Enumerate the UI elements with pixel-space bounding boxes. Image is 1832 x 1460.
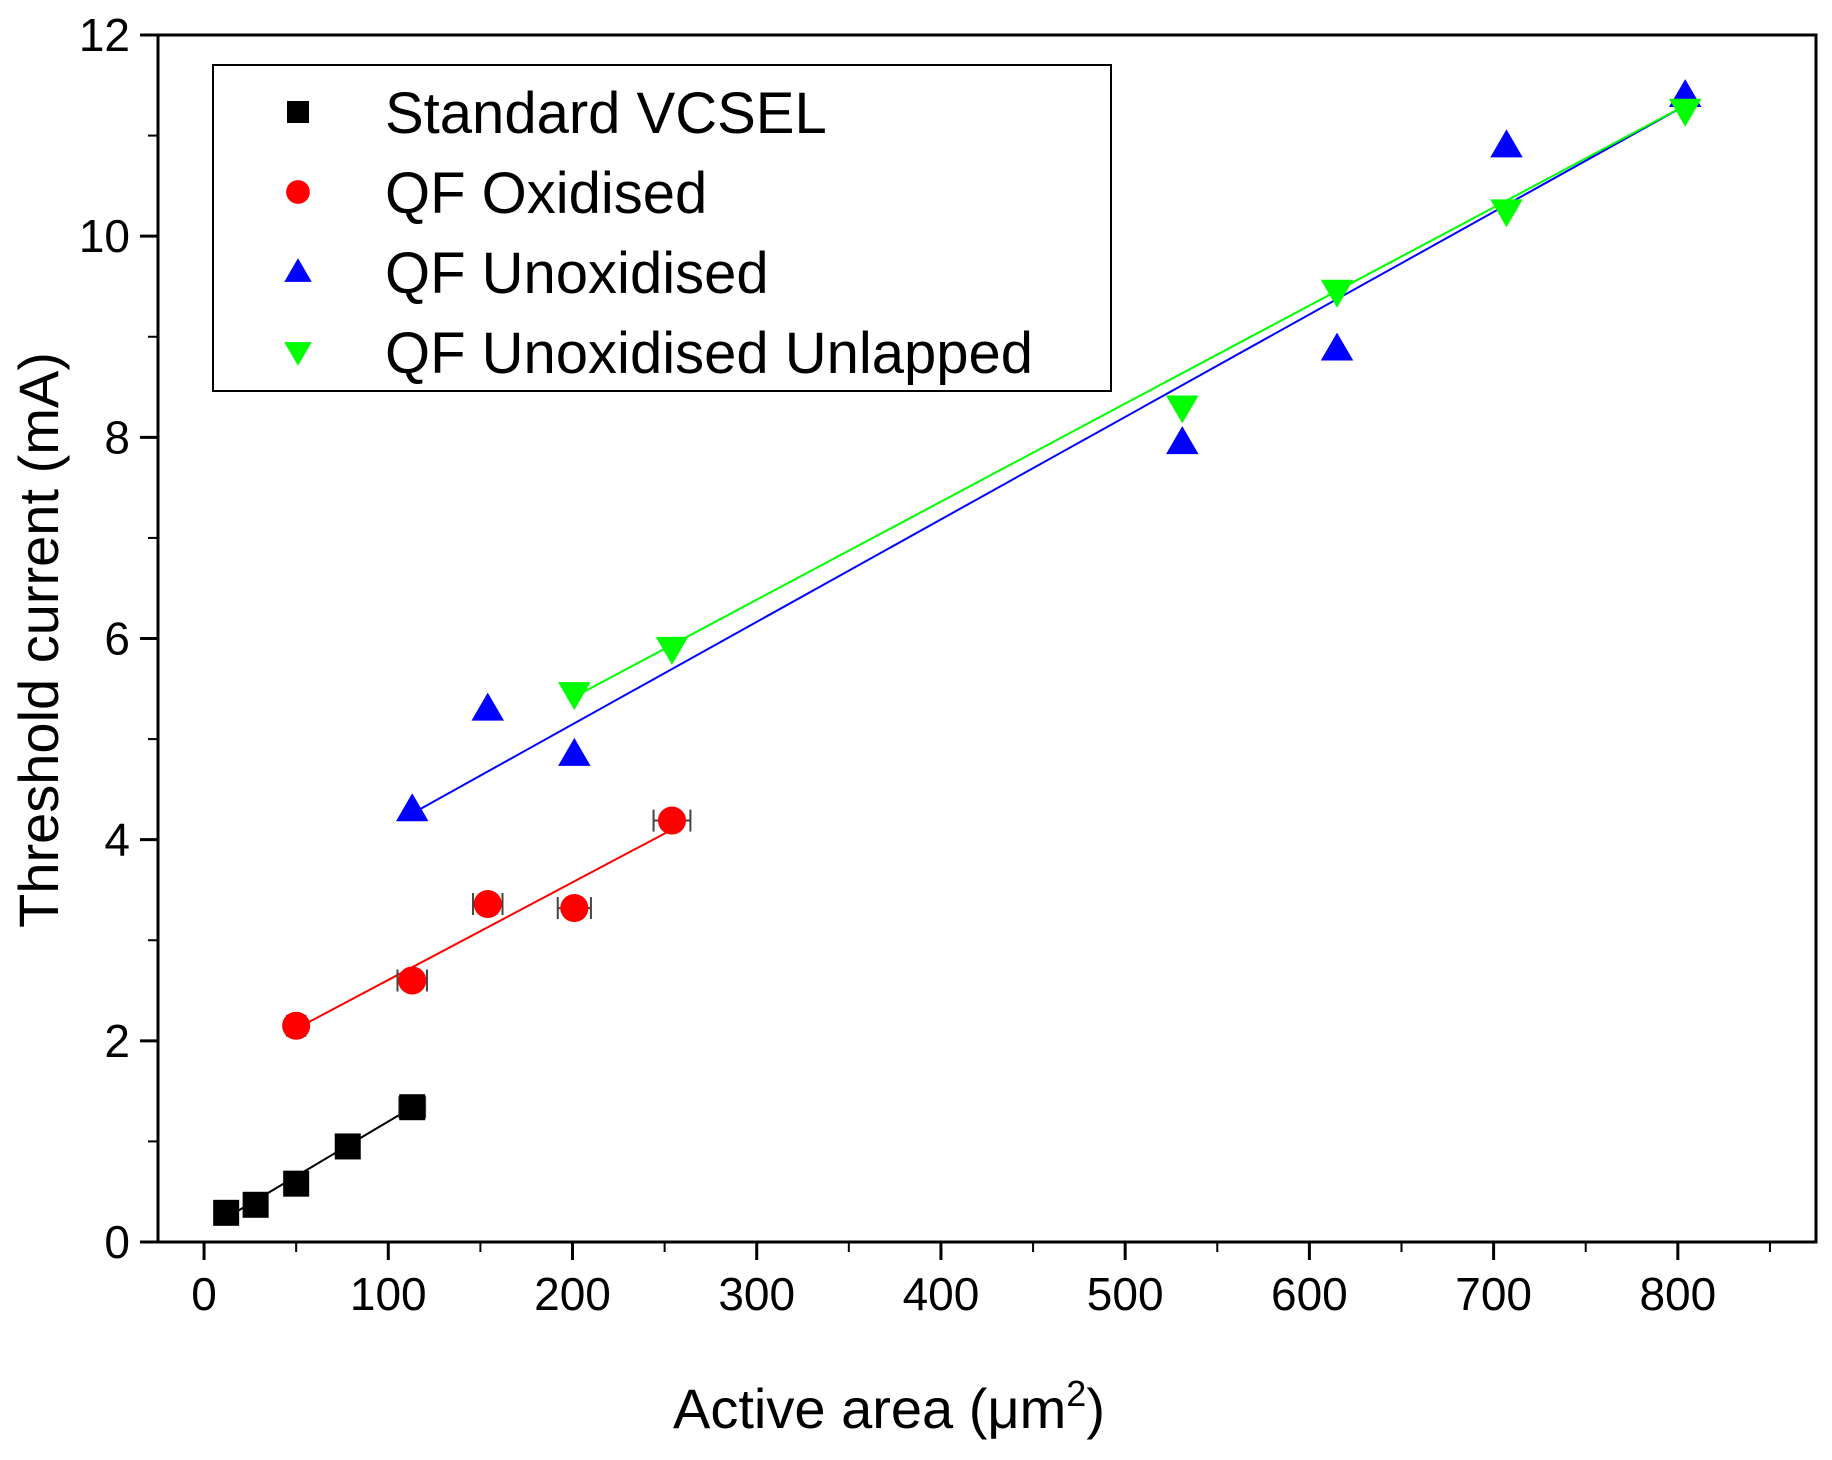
x-tick-label: 200 <box>534 1268 611 1320</box>
data-points <box>213 79 1702 1226</box>
y-tick-label: 2 <box>104 1015 130 1067</box>
legend-marker <box>284 258 312 282</box>
y-tick-label: 8 <box>104 411 130 463</box>
x-axis-title: Active area (μm2) <box>673 1373 1105 1440</box>
data-point <box>560 894 589 923</box>
x-tick-label: 0 <box>191 1268 217 1320</box>
legend-marker <box>284 342 312 366</box>
data-point <box>334 1133 361 1160</box>
data-point <box>1490 199 1523 228</box>
legend-label: QF Oxidised <box>385 161 707 226</box>
x-tick-label: 100 <box>350 1268 427 1320</box>
data-point <box>283 1170 310 1197</box>
y-tick-label: 6 <box>104 613 130 665</box>
fit-line <box>295 828 673 1030</box>
legend-label: QF Unoxidised <box>385 241 769 306</box>
data-point <box>1166 395 1199 424</box>
data-point <box>657 806 687 835</box>
data-point <box>282 1011 311 1040</box>
y-tick-label: 10 <box>79 210 130 262</box>
x-tick-label: 800 <box>1639 1268 1716 1320</box>
x-tick-label: 700 <box>1455 1268 1532 1320</box>
y-tick-label: 4 <box>104 814 130 866</box>
data-point <box>473 890 502 919</box>
axis-ticks: 0 100 200 300 400 500 600 700 800 0 2 4 6 8 10 12 <box>79 9 1771 1320</box>
fit-line <box>411 104 1686 815</box>
data-point <box>1320 279 1354 308</box>
error-bars <box>285 809 692 1119</box>
legend-label: QF Unoxidised Unlapped <box>385 321 1033 386</box>
data-point <box>213 1199 240 1226</box>
data-point <box>1490 129 1523 158</box>
data-point <box>558 682 591 711</box>
x-tick-label: 600 <box>1271 1268 1348 1320</box>
y-tick-label: 0 <box>104 1216 130 1268</box>
data-point <box>471 692 505 721</box>
data-point <box>1320 332 1354 361</box>
y-axis-title: Threshold current (mA) <box>7 352 70 928</box>
data-point <box>399 1094 426 1121</box>
legend-label: Standard VCSEL <box>385 81 827 146</box>
data-point <box>1166 426 1199 455</box>
data-point <box>242 1191 269 1218</box>
data-point <box>398 966 427 995</box>
x-tick-label: 300 <box>718 1268 795 1320</box>
x-tick-label: 500 <box>1087 1268 1164 1320</box>
legend: Standard VCSEL QF Oxidised QF Unoxidised QF… <box>212 64 1112 392</box>
data-point <box>558 737 591 766</box>
data-point <box>655 636 689 665</box>
data-point <box>1668 98 1702 127</box>
x-tick-label: 400 <box>903 1268 980 1320</box>
y-tick-label: 12 <box>79 9 130 61</box>
data-point <box>395 793 429 822</box>
legend-marker <box>286 180 310 204</box>
legend-marker <box>287 101 309 123</box>
legend-box <box>212 64 1112 392</box>
